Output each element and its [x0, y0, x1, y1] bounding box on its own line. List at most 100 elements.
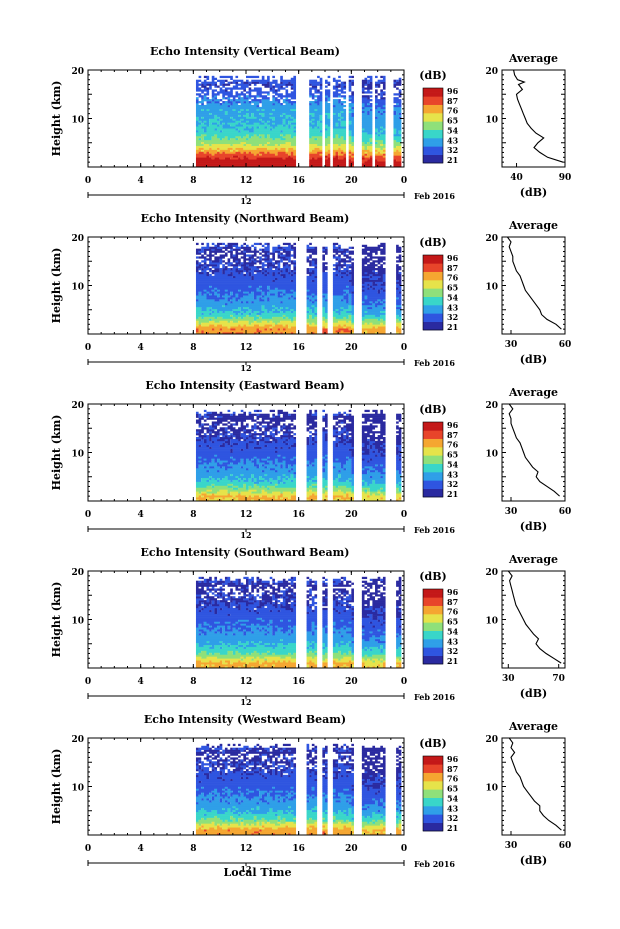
heatmap-cell	[282, 122, 286, 125]
heatmap-cell	[314, 605, 318, 609]
heatmap-cell	[206, 308, 210, 312]
heatmap-cell	[195, 124, 199, 127]
heatmap-cell	[306, 413, 312, 416]
heatmap-cell	[251, 126, 254, 129]
heatmap-cell	[338, 440, 344, 444]
heatmap-cell	[361, 275, 370, 279]
heatmap-cell	[227, 135, 236, 139]
heatmap-cell	[238, 644, 244, 647]
heatmap-cell	[267, 81, 270, 84]
heatmap-cell	[261, 271, 265, 275]
heatmap-cell	[282, 269, 286, 273]
heatmap-cell	[259, 248, 262, 251]
heatmap-cell	[206, 254, 215, 257]
heatmap-cell	[332, 448, 349, 451]
heatmap-cell	[351, 605, 354, 609]
heatmap-cell	[396, 666, 402, 669]
heatmap-cell	[264, 108, 273, 112]
heatmap-cell	[217, 460, 228, 463]
heatmap-cell	[246, 120, 249, 123]
heatmap-cell	[251, 277, 254, 280]
heatmap-cell	[361, 137, 370, 141]
heatmap-cell	[238, 299, 260, 302]
heatmap-cell	[288, 122, 291, 125]
heatmap-cell	[290, 273, 294, 277]
heatmap-cell	[195, 151, 199, 154]
heatmap-cell	[267, 134, 270, 137]
heatmap-cell	[214, 101, 220, 104]
heatmap-cell	[343, 254, 349, 257]
heatmap-cell	[206, 297, 225, 300]
heatmap-cell	[338, 101, 341, 104]
heatmap-cell	[361, 244, 368, 247]
heatmap-cell	[280, 301, 283, 304]
heatmap-cell	[396, 603, 402, 607]
heatmap-cell	[235, 633, 244, 636]
heatmap-cell	[325, 320, 328, 323]
heatmap-cell	[322, 417, 328, 420]
heatmap-cell	[396, 438, 402, 442]
heatmap-cell	[290, 295, 294, 298]
heatmap-cell	[261, 446, 275, 449]
heatmap-cell	[227, 605, 231, 609]
heatmap-cell	[338, 328, 349, 331]
heatmap-cell	[259, 101, 262, 104]
heatmap-cell	[348, 258, 352, 261]
heatmap-cell	[232, 102, 239, 106]
heatmap-cell	[264, 114, 281, 117]
heatmap-cell	[195, 104, 228, 108]
heatmap-cell	[380, 106, 386, 110]
heatmap-cell	[261, 304, 265, 308]
heatmap-cell	[248, 266, 257, 269]
heatmap-cell	[274, 293, 278, 296]
colorbar-swatch	[423, 422, 443, 427]
heatmap-cell	[201, 479, 207, 482]
heatmap-cell	[251, 652, 260, 655]
heatmap-cell	[393, 116, 399, 119]
heatmap-cell	[361, 602, 370, 605]
heatmap-cell	[274, 122, 283, 125]
heatmap	[195, 242, 402, 335]
heatmap-cell	[338, 153, 344, 156]
heatmap-cell	[246, 442, 249, 446]
heatmap-cell	[240, 266, 244, 269]
heatmap-cell	[272, 85, 275, 88]
heatmap-cell	[361, 291, 378, 294]
heatmap-cell	[346, 652, 349, 655]
heatmap-cell	[288, 433, 291, 436]
heatmap-cell	[238, 607, 241, 611]
x-tick-label: 20	[345, 510, 358, 520]
heatmap-cell	[285, 99, 291, 102]
heatmap-cell	[396, 662, 402, 665]
heatmap-cell	[380, 110, 383, 113]
heatmap-cell	[269, 124, 278, 127]
heatmap-cell	[361, 440, 370, 444]
heatmap-cell	[375, 326, 378, 329]
heatmap-cell	[269, 141, 286, 145]
heatmap-cell	[314, 112, 323, 115]
heatmap-cell	[238, 295, 244, 298]
heatmap-cell	[195, 304, 223, 308]
heatmap-cell	[343, 252, 347, 255]
heatmap-cell	[306, 497, 318, 500]
heatmap-cell	[272, 415, 275, 418]
heatmap-cell	[369, 436, 386, 440]
heatmap-cell	[290, 332, 294, 335]
heatmap-cell	[240, 328, 244, 331]
heatmap-cell	[346, 631, 354, 634]
heatmap-cell	[261, 464, 265, 467]
heatmap-cell	[256, 609, 270, 613]
heatmap-cell	[306, 304, 312, 308]
heatmap-cell	[222, 108, 233, 112]
heatmap-cell	[351, 646, 354, 649]
heatmap-cell	[219, 289, 225, 292]
heatmap-cell	[261, 458, 268, 461]
heatmap-cell	[198, 95, 204, 98]
heatmap-cell	[240, 479, 244, 482]
heatmap-cell	[382, 155, 386, 158]
heatmap-cell	[348, 108, 354, 112]
heatmap-cell	[240, 114, 244, 117]
heatmap-cell	[217, 316, 223, 319]
heatmap-cell	[361, 163, 373, 166]
heatmap-cell	[214, 627, 220, 630]
